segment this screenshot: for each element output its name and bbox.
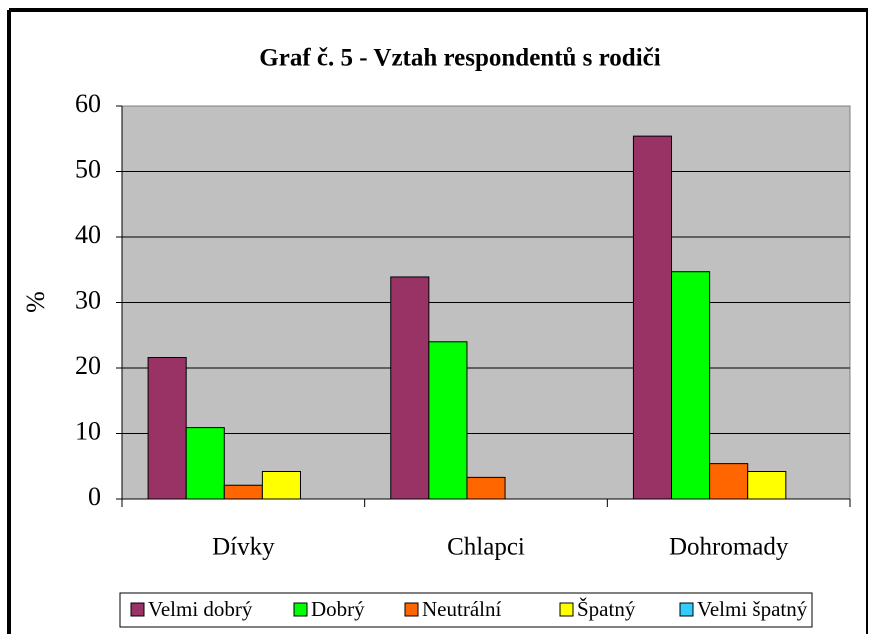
bar — [709, 463, 749, 500]
legend-label: Velmi špatný — [697, 597, 808, 621]
bar — [261, 470, 301, 500]
bar — [466, 476, 506, 500]
legend — [119, 592, 813, 628]
y-axis-label: % — [21, 291, 50, 313]
bar — [428, 341, 468, 500]
legend-label: Špatný — [577, 597, 636, 621]
x-tick-label: Dohromady — [669, 534, 789, 561]
bar — [632, 135, 673, 500]
bar — [747, 470, 787, 500]
y-tick-label: 0 — [88, 482, 101, 511]
y-tick-label: 30 — [75, 285, 101, 314]
legend-label: Velmi dobrý — [148, 597, 253, 621]
bar — [147, 357, 187, 500]
chart-title: Graf č. 5 - Vztah respondentů s rodiči — [259, 45, 660, 72]
y-tick-label: 20 — [75, 351, 101, 380]
legend-swatch — [293, 602, 308, 617]
y-tick-label: 50 — [75, 154, 101, 183]
bar — [390, 276, 430, 500]
legend-swatch — [130, 602, 145, 617]
legend-label: Neutrální — [422, 597, 501, 621]
legend-label: Dobrý — [311, 597, 365, 621]
x-tick-label: Chlapci — [447, 534, 525, 561]
bar — [671, 271, 711, 500]
legend-swatch — [404, 602, 419, 617]
y-tick-label: 10 — [75, 416, 101, 445]
legend-swatch — [679, 602, 694, 617]
x-tick-label: Dívky — [212, 534, 275, 561]
y-tick-label: 40 — [75, 220, 101, 249]
bar — [185, 427, 225, 500]
bar — [223, 484, 263, 500]
legend-swatch — [559, 602, 574, 617]
y-tick-label: 60 — [75, 89, 101, 118]
